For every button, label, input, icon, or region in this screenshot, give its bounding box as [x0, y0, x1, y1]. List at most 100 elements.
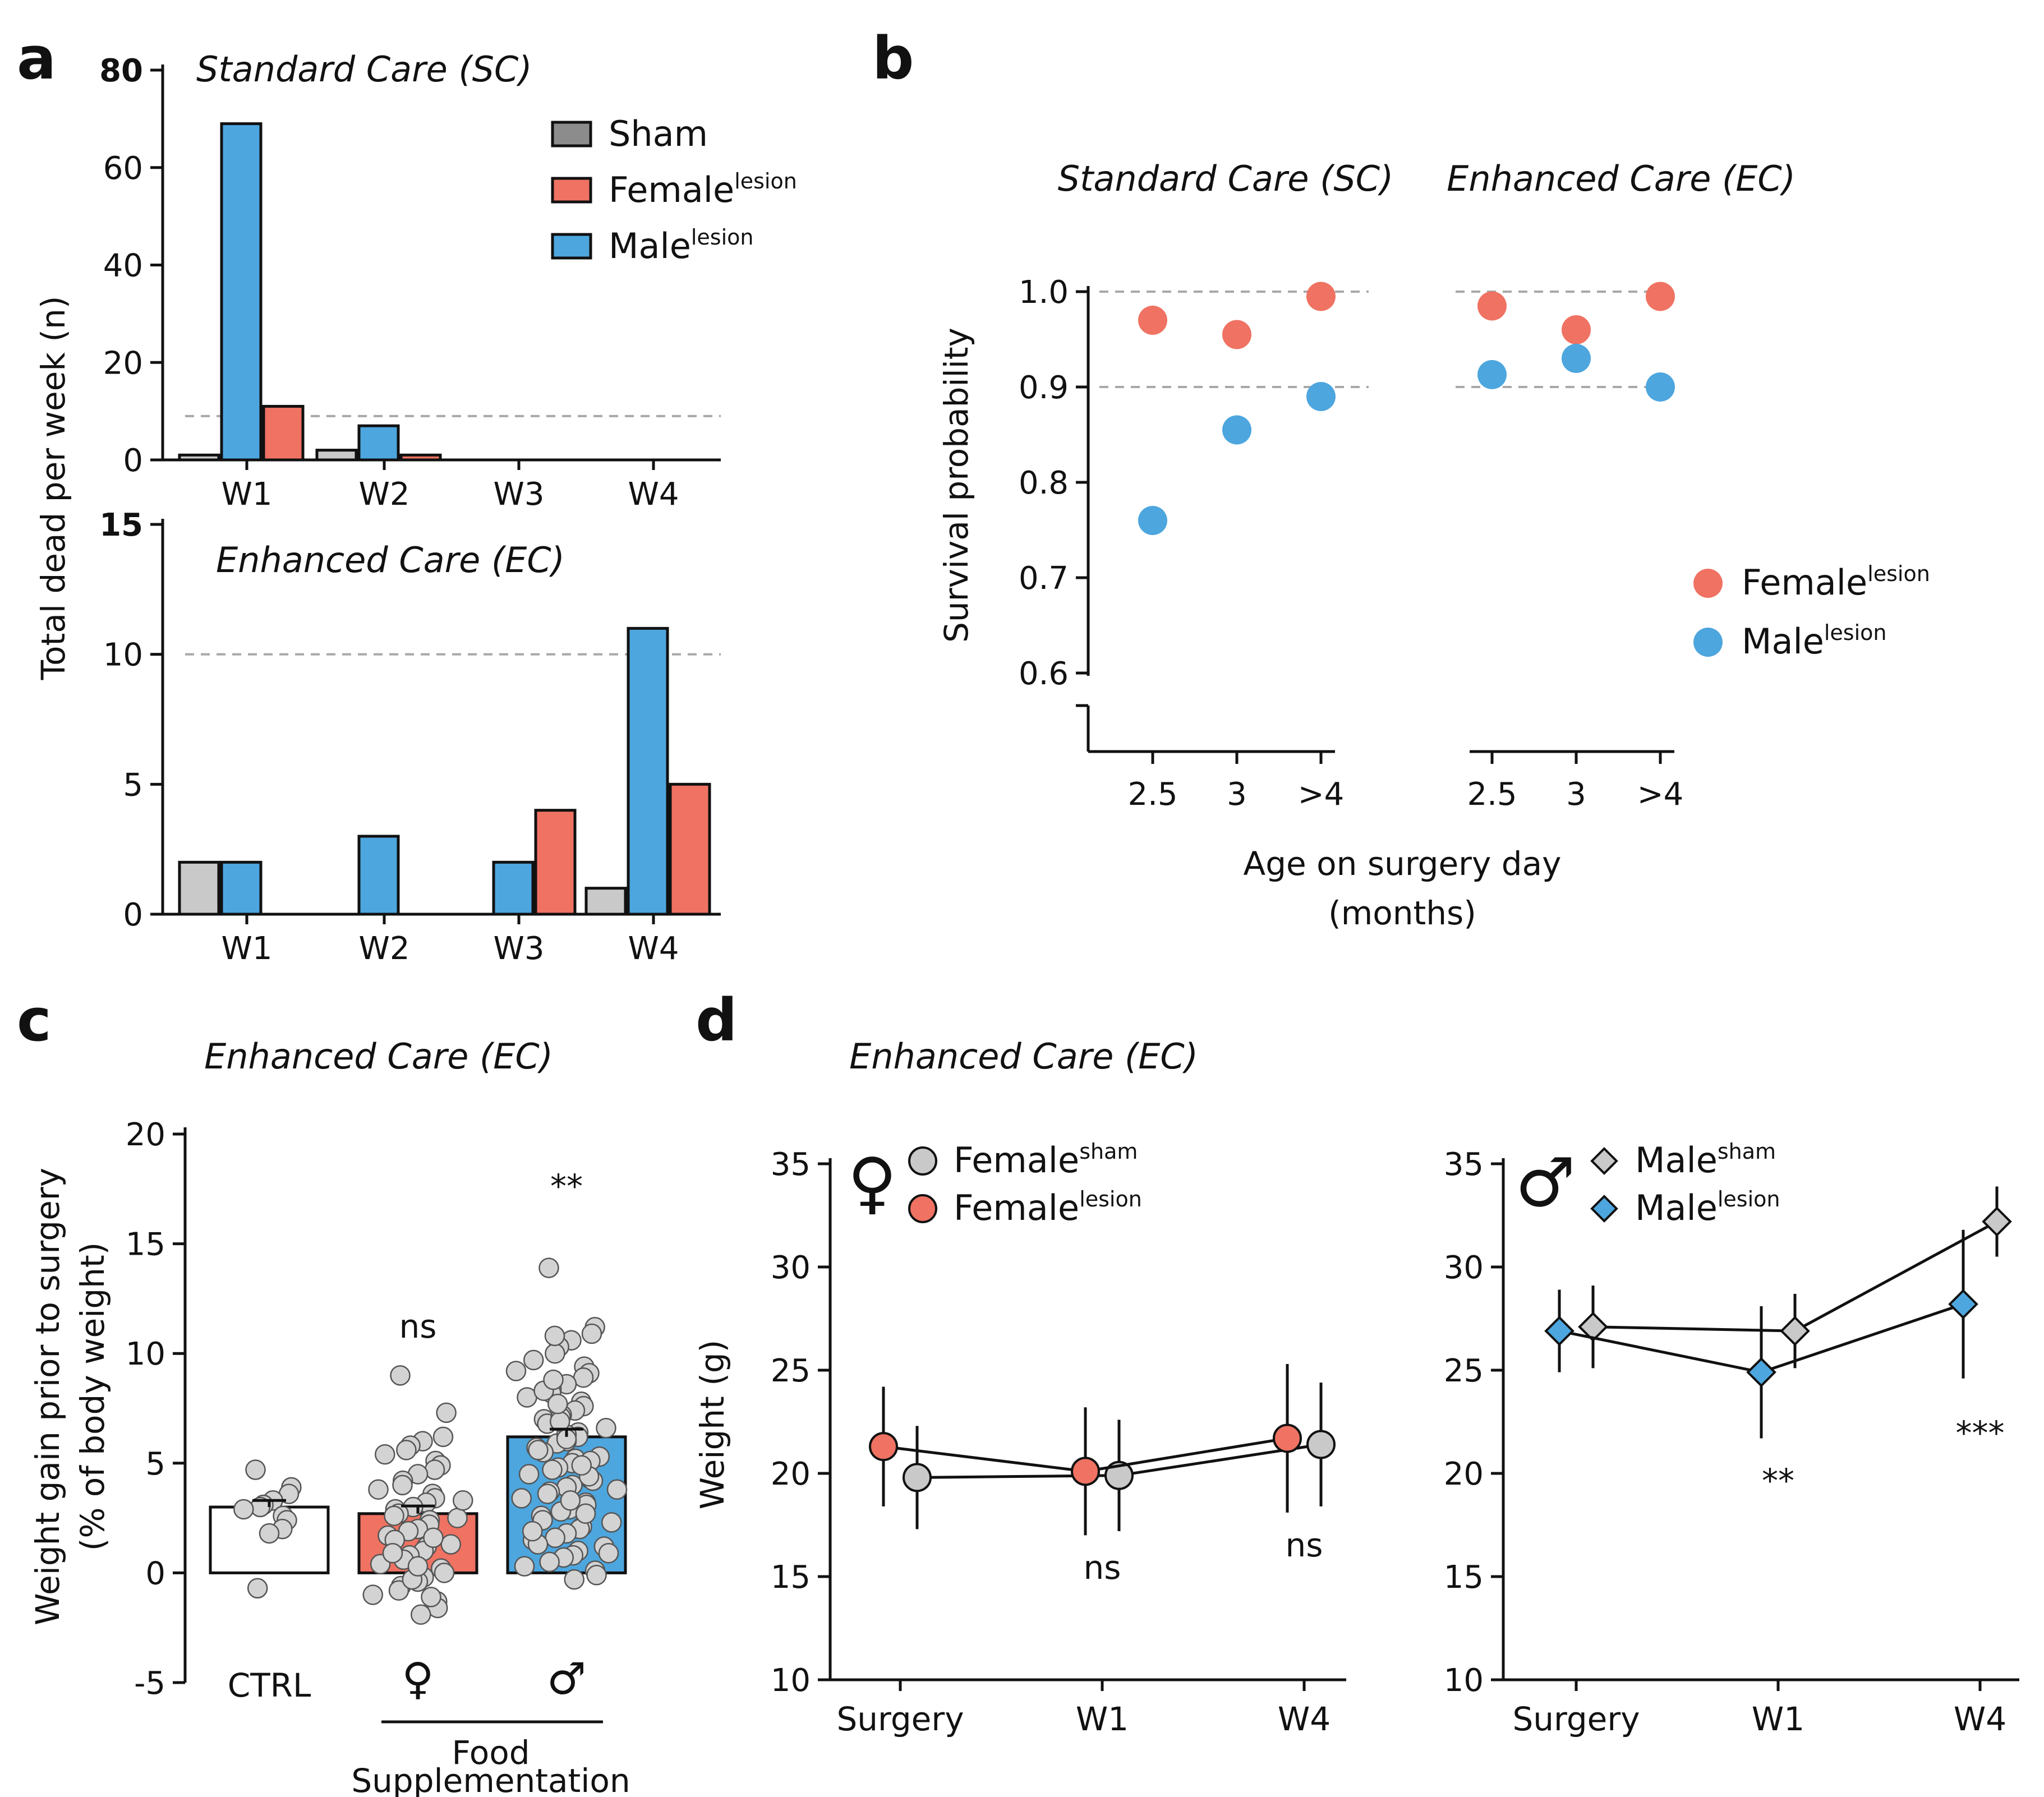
b-y-tick-label: 0.8	[1019, 465, 1069, 501]
a-sc-x-tick-label: W1	[222, 476, 273, 513]
d-male-y-tick-label: 35	[1444, 1146, 1484, 1183]
c-point-2-71	[528, 1440, 549, 1460]
d-female-y-tick-label: 20	[771, 1456, 811, 1492]
a-sc-bar-sham-w2	[315, 449, 358, 462]
d-female-significance-2: ns	[1286, 1526, 1323, 1564]
d-male-marker-lesion-2	[1948, 1289, 1978, 1320]
c-point-2-32	[518, 1464, 540, 1485]
c-point-2-58	[514, 1556, 535, 1577]
c-point-2-61	[564, 1569, 584, 1590]
c-title: Enhanced Care (EC)	[204, 1036, 553, 1077]
c-point-0-0	[245, 1459, 266, 1480]
a-legend-label-2: Malelesion	[609, 225, 753, 266]
d-male-significance-1: **	[1762, 1462, 1794, 1500]
a-sc-bar-female-w1	[262, 404, 305, 462]
a-y-axis-label: Total dead per week (n)	[34, 296, 72, 681]
c-y-tick-label: -5	[134, 1665, 165, 1702]
b-legend-male-label: Malelesion	[1742, 620, 1886, 662]
c-x-label-female: ♀	[402, 1654, 434, 1704]
a-ec-bar-male-w3	[492, 860, 535, 916]
c-significance-1: ns	[399, 1307, 437, 1346]
d-female-marker-lesion-0	[869, 1432, 898, 1462]
a-sc-x-tick-label: W4	[628, 476, 679, 513]
b-y-tick-label: 0.9	[1019, 370, 1069, 406]
d-male-y-tick-label: 15	[1444, 1559, 1484, 1596]
d-legend-female-lesion-label: Femalelesion	[954, 1187, 1142, 1228]
a-ec-bar-male-w2	[357, 835, 400, 916]
b-x-axis-label: Age on surgery day	[1244, 845, 1562, 883]
c-y-tick-label: 15	[126, 1227, 165, 1263]
a-sc-x-tick-label: W3	[494, 476, 545, 513]
b-point-female-sc-0	[1138, 306, 1167, 335]
c-point-2-76	[543, 1369, 564, 1390]
c-point-2-77	[544, 1325, 565, 1347]
d-male-marker-lesion-1	[1746, 1357, 1776, 1388]
c-y-axis-label-2: (% of body weight)	[73, 1242, 112, 1551]
a-ec-x-tick-label: W2	[359, 930, 410, 967]
d-male-symbol: ♂	[1515, 1144, 1576, 1222]
d-female-marker-lesion-2	[1273, 1423, 1302, 1453]
b-x-tick-label: >4	[1637, 776, 1684, 813]
c-point-2-50	[545, 1527, 565, 1549]
b-point-male-ec-2	[1646, 372, 1675, 402]
a-legend-swatch-0	[551, 121, 592, 148]
c-point-1-12	[392, 1475, 413, 1496]
d-male-x-tick-label: Surgery	[1512, 1700, 1640, 1738]
a-ec-bar-male-w4	[627, 626, 669, 916]
c-point-2-78	[522, 1520, 543, 1542]
a-legend-swatch-2	[551, 233, 592, 260]
c-point-1-46	[453, 1490, 473, 1511]
d-female-x-tick-label: W1	[1076, 1700, 1129, 1738]
d-male-y-tick-label: 10	[1444, 1662, 1484, 1699]
d-female-x-tick-label: Surgery	[836, 1700, 964, 1738]
c-point-0-11	[247, 1578, 268, 1599]
panel-letter-a: a	[17, 24, 56, 93]
c-point-2-73	[575, 1503, 596, 1524]
c-y-tick-label: 5	[145, 1446, 165, 1482]
a-sc-x-tick-label: W2	[359, 476, 410, 513]
a-ec-bar-female-w4	[669, 782, 711, 916]
a-sc-bar-male-w2	[357, 424, 400, 462]
d-male-y-tick-label: 20	[1444, 1456, 1484, 1492]
b-y-tick-label: 0.6	[1019, 656, 1069, 692]
c-point-2-70	[547, 1393, 568, 1414]
b-point-female-sc-2	[1306, 282, 1336, 311]
a-ec-y-tick-label: 0	[123, 897, 143, 933]
c-point-1-13	[368, 1479, 389, 1500]
c-point-2-5	[545, 1343, 565, 1364]
b-point-male-sc-1	[1222, 415, 1251, 445]
c-point-2-72	[606, 1479, 628, 1500]
a-ec-y-tick-label: 10	[103, 637, 143, 674]
c-point-1-34	[434, 1563, 455, 1583]
c-point-2-46	[601, 1512, 622, 1533]
d-female-x-tick-label: W4	[1278, 1700, 1331, 1738]
c-point-0-10	[259, 1523, 280, 1544]
d-legend-male-sham-marker	[1590, 1147, 1618, 1175]
b-point-male-ec-0	[1477, 360, 1507, 389]
c-point-1-39	[362, 1584, 383, 1605]
a-ec-bar-female-w3	[534, 809, 577, 916]
c-y-axis-label: Weight gain prior to surgery	[29, 1168, 67, 1625]
b-x-tick-label: 2.5	[1127, 776, 1177, 813]
d-female-y-tick-label: 15	[771, 1559, 811, 1596]
d-male-marker-sham-2	[1982, 1206, 2012, 1237]
c-group-label-2: Supplementation	[351, 1762, 630, 1797]
c-point-1-44	[382, 1542, 403, 1564]
c-group-label-1: Food	[452, 1734, 530, 1772]
c-point-1-6	[375, 1444, 395, 1465]
a-ec-y-tick-label: 5	[123, 767, 143, 803]
c-point-2-2	[581, 1323, 602, 1344]
b-point-female-ec-0	[1477, 291, 1507, 321]
d-male-x-tick-label: W1	[1752, 1700, 1804, 1738]
d-female-y-tick-label: 35	[771, 1146, 811, 1183]
b-x-tick-label: >4	[1298, 776, 1345, 813]
d-male-y-tick-label: 25	[1444, 1353, 1484, 1389]
a-sc-y-tick-label: 20	[103, 345, 143, 381]
a-ec-bar-male-w1	[220, 860, 263, 916]
a-legend-label-0: Sham	[609, 113, 708, 154]
d-legend-female-lesion-marker	[908, 1194, 937, 1223]
c-y-tick-label: 0	[145, 1555, 165, 1592]
d-legend-male-lesion-label: Malelesion	[1635, 1187, 1780, 1228]
a-sc-bar-female-w2	[399, 453, 442, 462]
